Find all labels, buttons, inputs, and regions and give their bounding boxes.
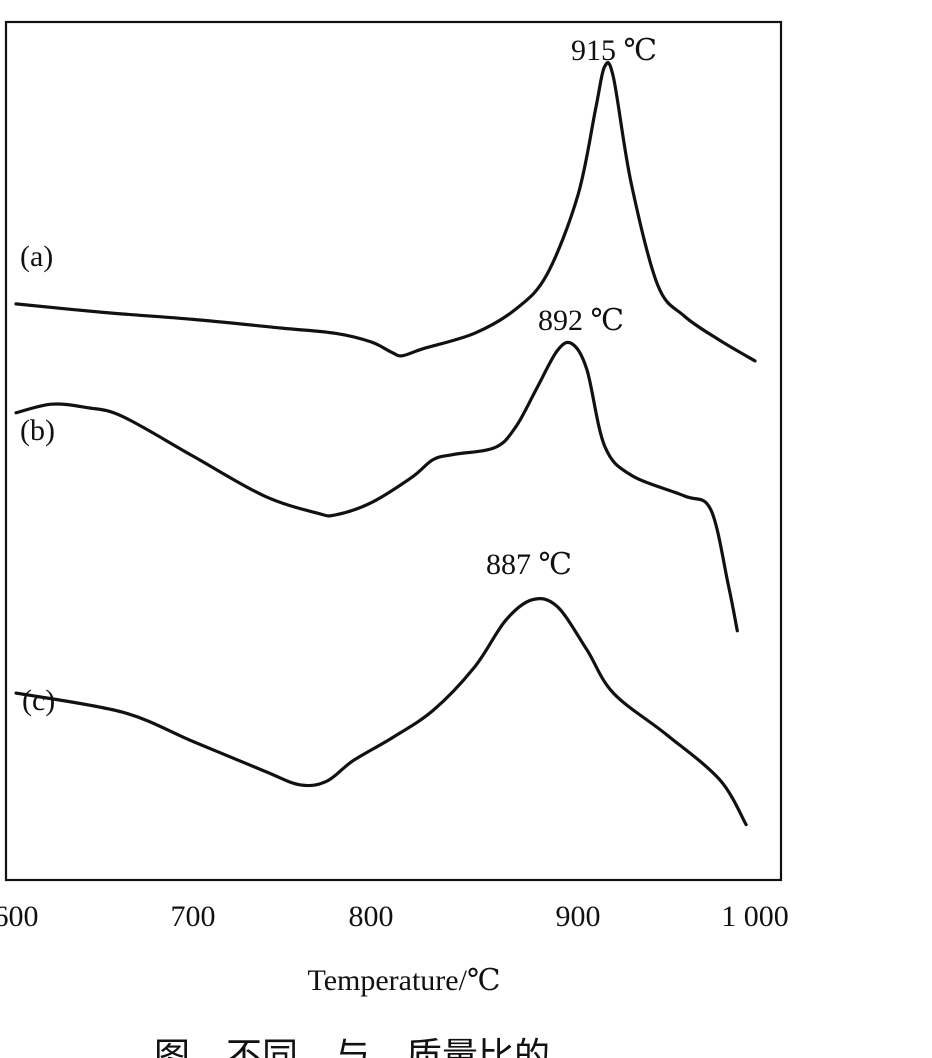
series-line-a <box>14 61 757 363</box>
peak-label-a: 915 ℃ <box>571 34 657 67</box>
series-label-a: (a) <box>20 240 53 273</box>
x-tick-label: 700 <box>171 900 216 933</box>
series-label-c: (c) <box>22 684 55 717</box>
series-label-b: (b) <box>20 414 55 447</box>
x-tick-label: 1 000 <box>721 900 789 933</box>
series-line-c <box>14 597 748 827</box>
figure-caption: 图 不同 与 质量比的 <box>154 1036 550 1058</box>
series-line-b <box>14 340 739 633</box>
x-axis-label: Temperature/℃ <box>307 964 500 997</box>
x-tick-label: 600 <box>0 900 39 933</box>
curves-group <box>14 61 757 827</box>
plot-frame <box>4 20 783 882</box>
x-tick-label: 900 <box>556 900 601 933</box>
peak-label-b: 892 ℃ <box>538 304 624 337</box>
x-tick-label: 800 <box>349 900 394 933</box>
peak-label-c: 887 ℃ <box>486 548 572 581</box>
